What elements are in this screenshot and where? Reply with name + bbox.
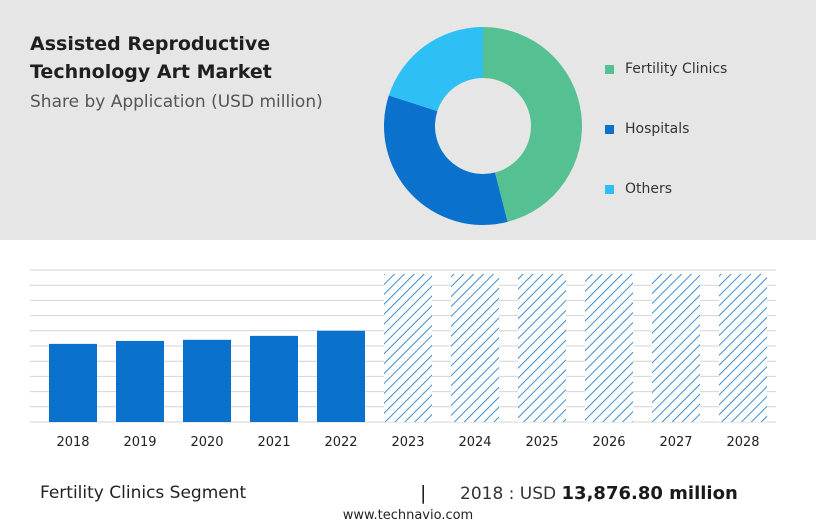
summary-divider: | bbox=[420, 482, 427, 504]
x-tick-label-2028: 2028 bbox=[726, 435, 759, 450]
summary-stat: 2018 : USD 13,876.80 million bbox=[460, 483, 738, 504]
x-tick-label-2026: 2026 bbox=[592, 435, 625, 450]
legend-item-fertility-clinics: Fertility Clinics bbox=[605, 58, 727, 80]
bar-2021 bbox=[250, 335, 298, 422]
legend-swatch bbox=[605, 124, 614, 134]
x-tick-label-2020: 2020 bbox=[190, 435, 223, 450]
legend-item-hospitals: Hospitals bbox=[605, 118, 689, 140]
x-tick-label-2027: 2027 bbox=[659, 435, 692, 450]
x-tick-label-2025: 2025 bbox=[525, 435, 558, 450]
legend-label: Others bbox=[625, 181, 673, 197]
donut-slice-others bbox=[388, 27, 483, 112]
bar-2022 bbox=[317, 330, 365, 422]
forecast-bar-2025 bbox=[518, 274, 566, 422]
x-tick-label-2021: 2021 bbox=[257, 435, 290, 450]
forecast-bar-2028 bbox=[719, 274, 767, 422]
x-tick-label-2019: 2019 bbox=[123, 435, 156, 450]
forecast-bar-2027 bbox=[652, 274, 700, 422]
x-tick-label-2023: 2023 bbox=[391, 435, 424, 450]
legend-item-others: Others bbox=[605, 178, 672, 200]
donut-slice-hospitals bbox=[384, 95, 508, 225]
stat-prefix: 2018 : USD bbox=[460, 484, 557, 504]
summary-bar: Fertility Clinics Segment | 2018 : USD 1… bbox=[0, 478, 816, 508]
donut-slice-fertility-clinics bbox=[483, 27, 582, 222]
stat-value: 13,876.80 million bbox=[561, 483, 738, 504]
forecast-bar-2023 bbox=[384, 274, 432, 422]
legend-swatch bbox=[605, 184, 614, 194]
footer-url[interactable]: www.technavio.com bbox=[342, 508, 474, 523]
bar-2018 bbox=[49, 343, 97, 422]
chart-title: Assisted Reproductive Technology Art Mar… bbox=[30, 33, 272, 83]
chart-subtitle: Share by Application (USD million) bbox=[30, 92, 323, 112]
bar-2020 bbox=[183, 339, 231, 422]
x-tick-label-2024: 2024 bbox=[458, 435, 491, 450]
bar-2019 bbox=[116, 340, 164, 422]
x-tick-label-2022: 2022 bbox=[324, 435, 357, 450]
forecast-bar-2026 bbox=[585, 274, 633, 422]
bar-chart: 2018 2019 2020 2021 2022 2023 2024 2025 2026 2027… bbox=[30, 269, 776, 450]
donut-chart bbox=[384, 27, 582, 225]
legend-swatch bbox=[605, 64, 614, 74]
legend-label: Fertility Clinics bbox=[625, 61, 728, 77]
forecast-bar-2024 bbox=[451, 274, 499, 422]
legend-label: Hospitals bbox=[625, 121, 690, 137]
segment-label: Fertility Clinics Segment bbox=[40, 483, 247, 503]
x-tick-label-2018: 2018 bbox=[56, 435, 89, 450]
